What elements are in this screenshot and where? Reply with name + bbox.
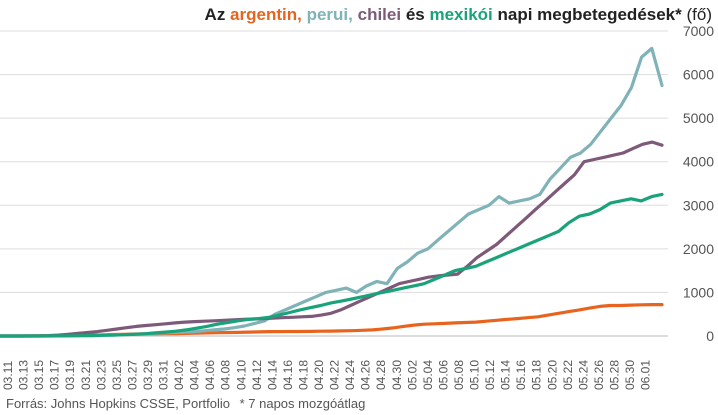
chart-title: Az argentin, perui, chilei és mexikói na…: [0, 5, 712, 25]
x-tick-label: 03.13: [17, 360, 31, 390]
x-tick-label: 04.24: [343, 360, 357, 390]
x-tick-label: 04.26: [359, 360, 373, 390]
x-tick-label: 05.16: [514, 360, 528, 390]
y-tick-label: 7000: [683, 23, 714, 39]
series-lines: [0, 46, 664, 338]
x-tick-label: 04.30: [390, 360, 404, 390]
y-tick-label: 0: [706, 328, 714, 344]
x-axis-ticks: 03.11 03.13 03.15 03.17 03.19 03.21 03.23 03.25…: [1, 360, 653, 390]
y-tick-label: 5000: [683, 110, 714, 126]
x-tick-label: 04.04: [188, 360, 202, 390]
x-tick-label: 05.06: [436, 360, 450, 390]
x-tick-label: 06.01: [639, 360, 653, 390]
x-tick-label: 04.28: [374, 360, 388, 390]
x-tick-label: 04.10: [234, 360, 248, 390]
x-tick-label: 05.28: [607, 360, 621, 390]
y-tick-label: 6000: [683, 67, 714, 83]
title-unit: (fő): [686, 5, 713, 24]
title-rest: napi megbetegedések*: [497, 5, 682, 24]
y-tick-label: 4000: [683, 154, 714, 170]
y-axis-ticks: 0 1000 2000 3000 4000 5000 6000 7000: [683, 23, 714, 344]
x-tick-label: 03.31: [157, 360, 171, 390]
x-tick-label: 05.04: [421, 360, 435, 390]
x-tick-label: 03.11: [1, 361, 15, 390]
moving-average-note: * 7 napos mozgóátlag: [239, 396, 366, 411]
x-tick-label: 04.22: [328, 360, 342, 390]
series-line-chilei: [0, 140, 664, 338]
x-tick-label: 04.06: [203, 360, 217, 390]
title-argentin: argentin,: [230, 5, 302, 24]
x-tick-label: 03.21: [79, 360, 93, 390]
y-tick-label: 2000: [683, 241, 714, 257]
source-note: Forrás: Johns Hopkins CSSE, Portfolio * …: [6, 396, 371, 411]
title-prefix: Az: [204, 5, 231, 24]
x-tick-label: 03.27: [125, 360, 139, 390]
x-tick-label: 05.26: [592, 360, 606, 390]
x-tick-label: 05.10: [468, 360, 482, 390]
source-text: Forrás: Johns Hopkins CSSE, Portfolio: [6, 396, 230, 411]
x-tick-label: 03.19: [63, 360, 77, 390]
x-tick-label: 05.24: [576, 360, 590, 390]
x-tick-label: 05.20: [545, 360, 559, 390]
x-tick-label: 05.08: [452, 360, 466, 390]
title-chilei: chilei: [357, 5, 402, 24]
x-tick-label: 05.18: [530, 360, 544, 390]
series-line-mexikoi: [0, 192, 664, 338]
line-chart: 0 1000 2000 3000 4000 5000 6000 7000 03.11 03.13…: [0, 23, 714, 390]
title-perui: perui,: [306, 5, 353, 24]
x-tick-label: 03.25: [110, 360, 124, 390]
x-tick-label: 05.02: [405, 360, 419, 390]
x-tick-label: 05.12: [483, 360, 497, 390]
title-mexikoi: mexikói: [429, 5, 493, 24]
y-tick-label: 3000: [683, 197, 714, 213]
x-tick-label: 05.22: [561, 360, 575, 390]
x-tick-label: 04.18: [296, 360, 310, 390]
x-tick-label: 03.17: [48, 360, 62, 390]
y-tick-label: 1000: [683, 284, 714, 300]
title-es: és: [405, 5, 425, 24]
x-tick-label: 05.30: [623, 360, 637, 390]
x-tick-label: 04.20: [312, 360, 326, 390]
x-tick-label: 05.14: [499, 360, 513, 390]
x-tick-label: 04.16: [281, 360, 295, 390]
x-tick-label: 04.14: [265, 360, 279, 390]
x-tick-label: 04.12: [250, 360, 264, 390]
x-tick-label: 03.15: [32, 360, 46, 390]
x-tick-label: 04.02: [172, 360, 186, 390]
x-tick-label: 04.08: [219, 360, 233, 390]
x-tick-label: 03.23: [94, 360, 108, 390]
x-tick-label: 03.29: [141, 360, 155, 390]
